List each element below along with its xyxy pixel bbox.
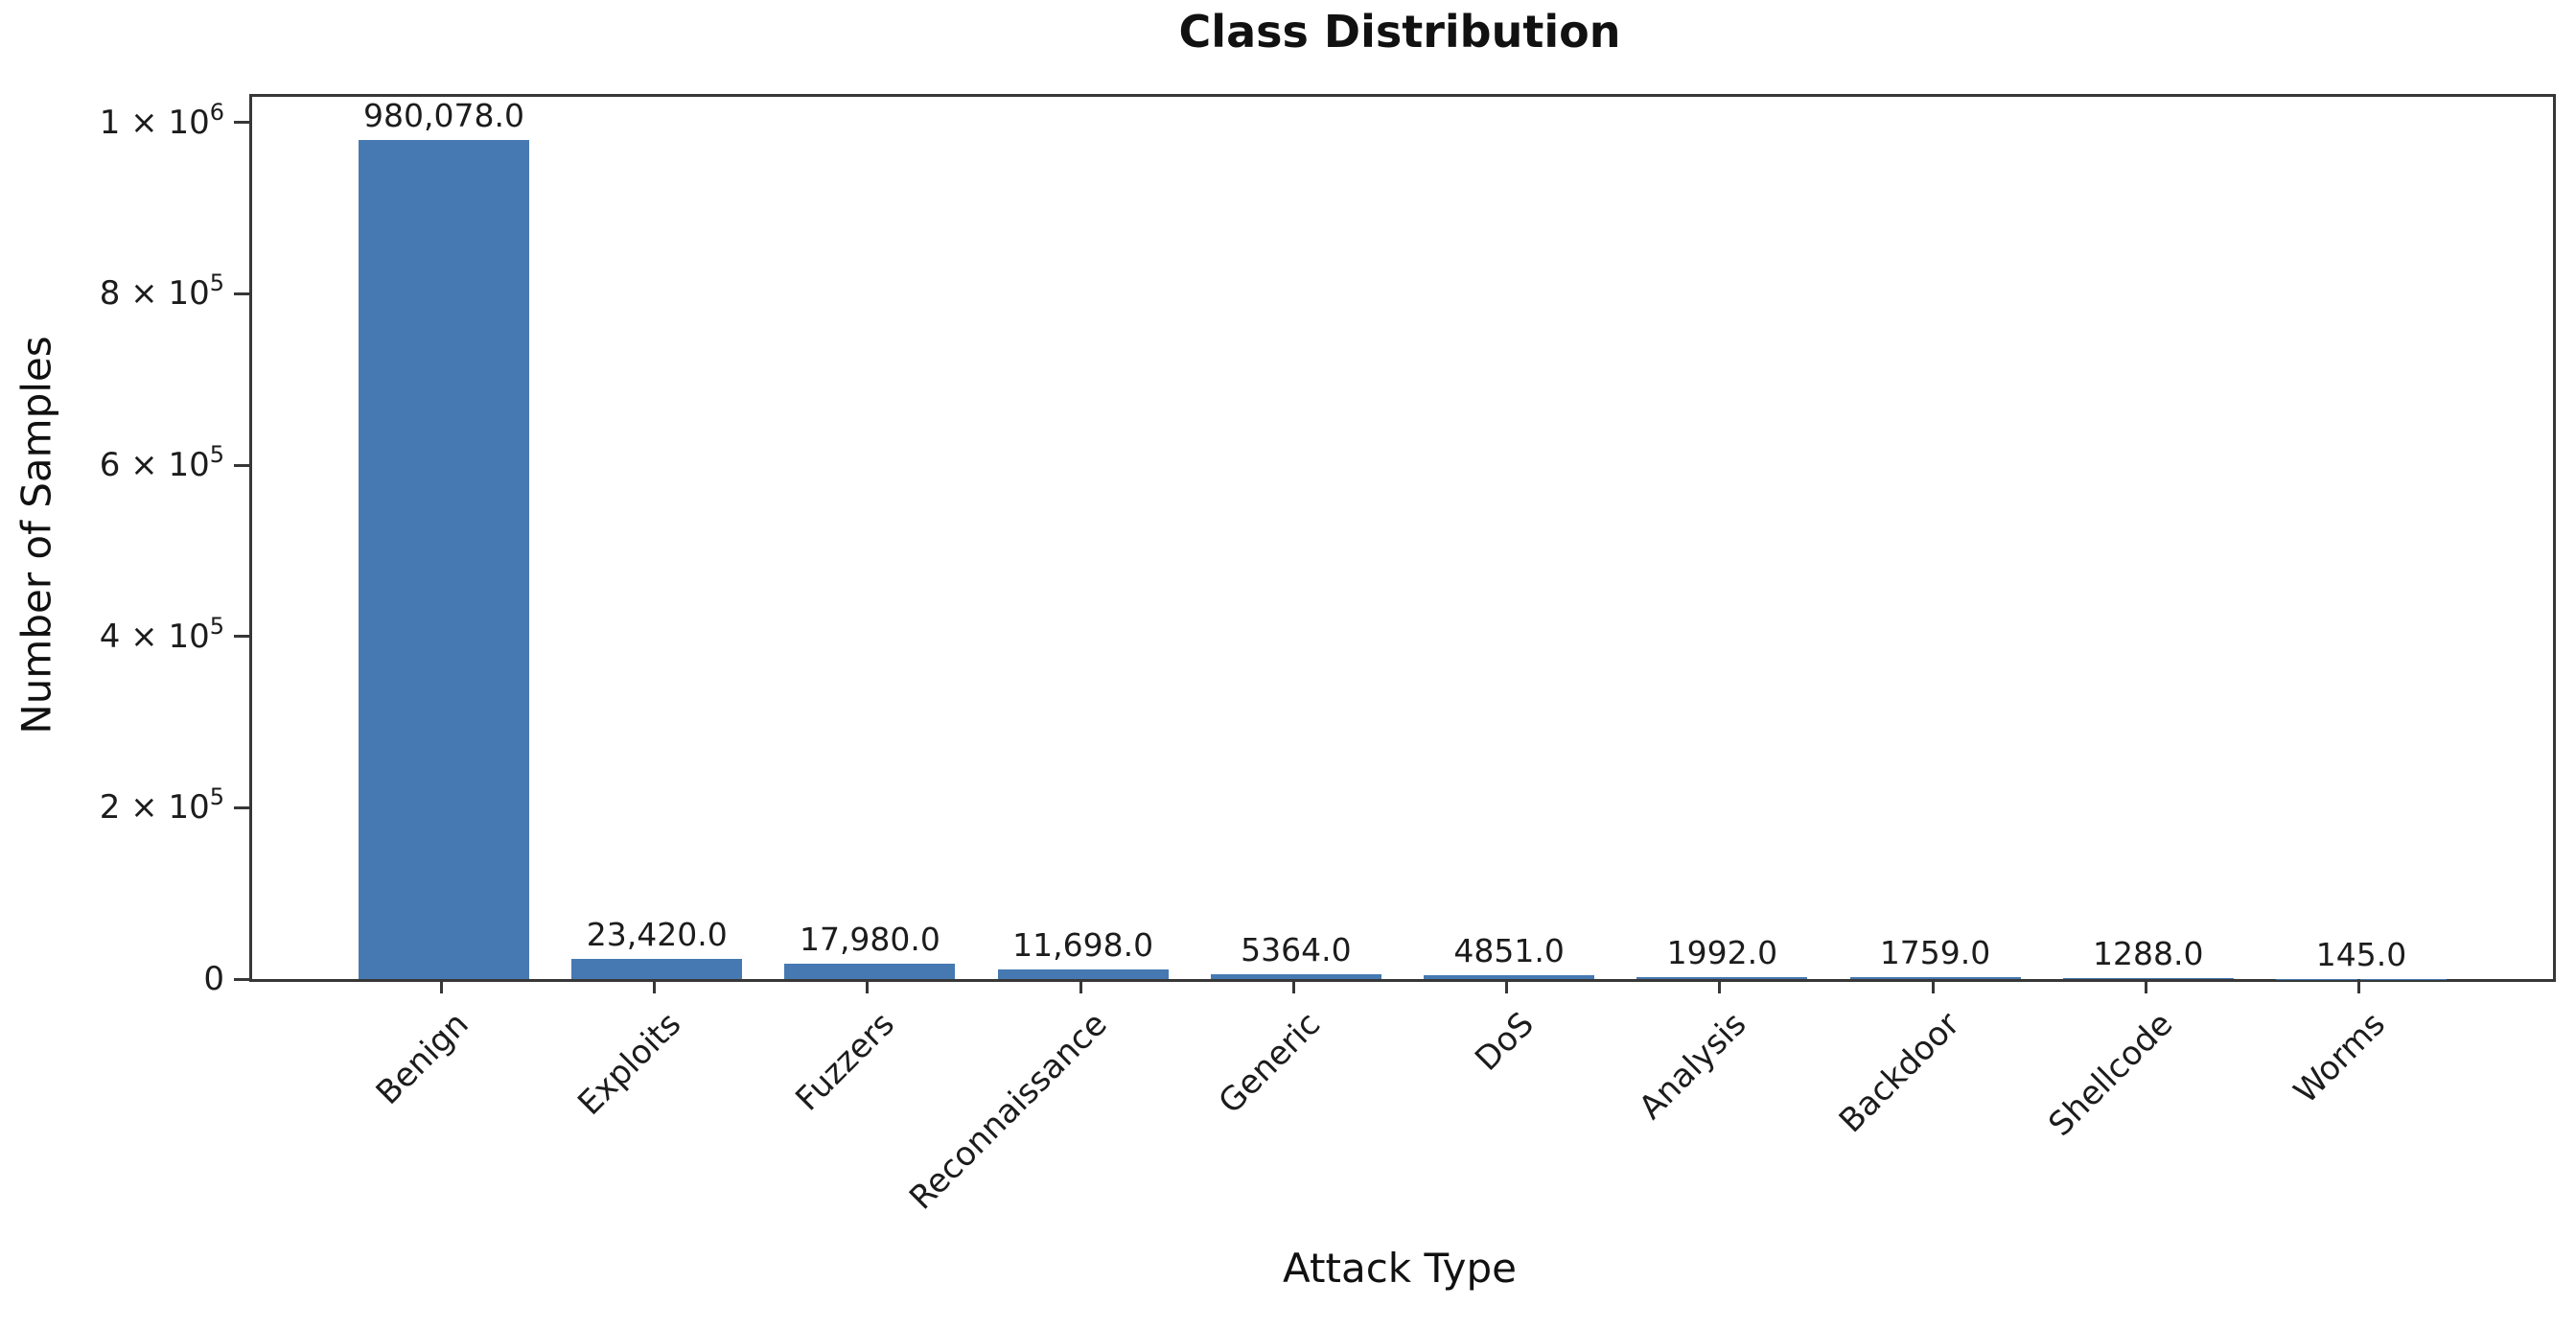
bar-generic [1210,974,1381,979]
bar-value-label-reconnaissance: 11,698.0 [1012,925,1154,964]
x-tick-label-exploits: Exploits [570,1005,689,1123]
bar-value-label-shellcode: 1288.0 [2093,934,2204,972]
y-tick-label: 1 × 106 [99,98,224,142]
bar-analysis [1636,977,1808,979]
x-tick-label-fuzzers: Fuzzers [788,1005,902,1119]
bar-backdoor [1849,977,2021,979]
x-tick-mark-dos [1505,979,1509,993]
bar-shellcode [2062,977,2234,979]
bar-benign [359,139,529,979]
y-tick-label: 6 × 105 [99,441,224,485]
x-tick-mark-exploits [653,979,657,993]
x-tick-label-reconnaissance: Reconnaissance [902,1005,1115,1218]
bar-value-label-worms: 145.0 [2315,935,2407,973]
y-tick-mark [234,635,249,639]
x-tick-mark-fuzzers [866,979,870,993]
x-tick-mark-reconnaissance [1079,979,1082,993]
bar-dos [1424,974,1595,979]
x-tick-mark-generic [1291,979,1295,993]
bar-value-label-fuzzers: 17,980.0 [799,920,940,958]
y-tick-label: 4 × 105 [99,612,224,656]
x-tick-label-worms: Worms [2286,1005,2394,1111]
bar-exploits [571,959,743,979]
bar-value-label-backdoor: 1759.0 [1879,934,1991,972]
bar-value-label-analysis: 1992.0 [1666,934,1778,972]
x-tick-mark-worms [2357,979,2360,993]
x-tick-mark-backdoor [1931,979,1935,993]
plot-area: 980,078.0 23,420.0 17,980.0 11,698.0 5364.0 4… [249,94,2556,982]
x-tick-label-analysis: Analysis [1632,1005,1754,1128]
chart-title: Class Distribution [1178,6,1621,58]
x-tick-label-generic: Generic [1211,1005,1329,1122]
x-tick-label-dos: DoS [1467,1005,1542,1079]
y-tick-label: 8 × 105 [99,269,224,314]
x-tick-label-backdoor: Backdoor [1831,1005,1967,1141]
x-tick-mark-shellcode [2144,979,2147,993]
y-tick-mark [234,977,249,981]
x-tick-label-benign: Benign [368,1005,476,1112]
bar-value-label-exploits: 23,420.0 [586,916,728,954]
x-tick-label-shellcode: Shellcode [2041,1005,2181,1144]
bar-fuzzers [784,963,956,979]
bar-value-label-dos: 4851.0 [1453,931,1565,969]
bar-value-label-benign: 980,078.0 [363,96,524,134]
bar-value-label-generic: 5364.0 [1241,931,1352,969]
y-tick-label: 0 [203,960,224,998]
bar-reconnaissance [997,968,1169,979]
x-tick-mark-benign [440,979,443,993]
y-tick-label: 2 × 105 [99,783,224,828]
y-tick-mark [234,121,249,125]
x-tick-mark-analysis [1718,979,1722,993]
y-tick-mark [234,463,249,467]
y-tick-mark [234,292,249,295]
x-axis-label: Attack Type [1283,1245,1517,1292]
y-tick-mark [234,805,249,809]
y-axis-label: Number of Samples [12,336,60,735]
